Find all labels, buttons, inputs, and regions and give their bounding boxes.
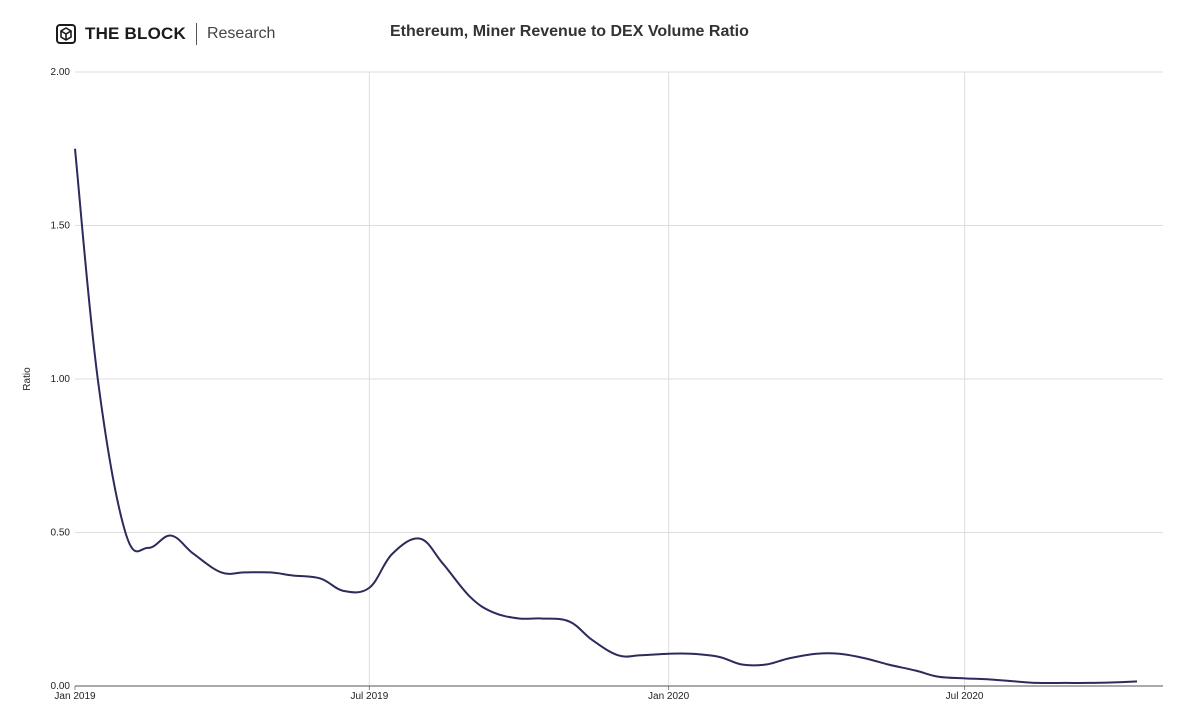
data-point xyxy=(1064,682,1066,684)
y-tick-label: 0.50 xyxy=(51,528,71,539)
data-point xyxy=(838,653,840,655)
tick-labels: 0.00 0.50 1.00 1.50 2.00 Jan 2019 Jul 2019 Jan … xyxy=(22,67,984,702)
data-point xyxy=(518,617,520,619)
x-tick-label: Jul 2020 xyxy=(946,691,984,702)
data-point xyxy=(887,664,889,666)
data-point xyxy=(419,538,421,540)
data-point xyxy=(741,664,743,666)
data-point xyxy=(1113,681,1115,683)
data-point xyxy=(170,535,172,537)
data-point xyxy=(591,639,593,641)
data-point xyxy=(718,656,720,658)
data-point xyxy=(193,553,195,555)
brand-header: THE BLOCK Research xyxy=(55,20,275,48)
data-point xyxy=(442,562,444,564)
x-tick-label: Jan 2020 xyxy=(648,691,690,702)
data-point xyxy=(124,532,126,534)
data-point xyxy=(765,664,767,666)
y-tick-label: 2.00 xyxy=(51,67,71,78)
series-line-0 xyxy=(74,148,1138,685)
x-tick-label: Jan 2019 xyxy=(54,691,96,702)
data-point xyxy=(74,148,76,150)
data-point xyxy=(391,553,393,555)
axes xyxy=(74,685,1163,690)
data-point xyxy=(220,571,222,573)
data-point xyxy=(292,574,294,576)
brand-divider xyxy=(195,23,197,45)
data-point xyxy=(938,676,940,678)
y-tick-label: 1.00 xyxy=(51,374,71,385)
data-point xyxy=(964,677,966,679)
data-point xyxy=(269,571,271,573)
chart-title: Ethereum, Miner Revenue to DEX Volume Ra… xyxy=(390,23,749,40)
y-tick-label: 0.00 xyxy=(51,681,71,692)
data-point xyxy=(617,654,619,656)
data-point xyxy=(816,653,818,655)
data-point xyxy=(915,670,917,672)
data-point xyxy=(690,653,692,655)
grid xyxy=(75,71,1163,687)
data-point xyxy=(1136,680,1138,682)
data-point xyxy=(97,378,99,380)
the-block-cube-logo-icon xyxy=(56,24,76,44)
brand-subtitle: Research xyxy=(206,25,276,42)
data-point xyxy=(320,578,322,580)
x-tick-label: Jul 2019 xyxy=(350,691,388,702)
data-point xyxy=(243,571,245,573)
series-layer xyxy=(74,148,1138,685)
data-point xyxy=(1037,682,1039,684)
data-point xyxy=(147,547,149,549)
y-tick-label: 1.50 xyxy=(51,221,71,232)
data-point xyxy=(541,617,543,619)
data-point xyxy=(469,596,471,598)
data-point xyxy=(640,654,642,656)
brand-name: THE BLOCK xyxy=(85,24,186,43)
y-axis-title: Ratio xyxy=(22,367,33,391)
data-point xyxy=(668,653,670,655)
data-point xyxy=(1087,682,1089,684)
data-point xyxy=(1014,680,1016,682)
data-point xyxy=(368,587,370,589)
data-point xyxy=(864,657,866,659)
data-point xyxy=(788,657,790,659)
data-point xyxy=(986,678,988,680)
data-point xyxy=(342,590,344,592)
data-point xyxy=(568,621,570,623)
data-point xyxy=(492,611,494,613)
